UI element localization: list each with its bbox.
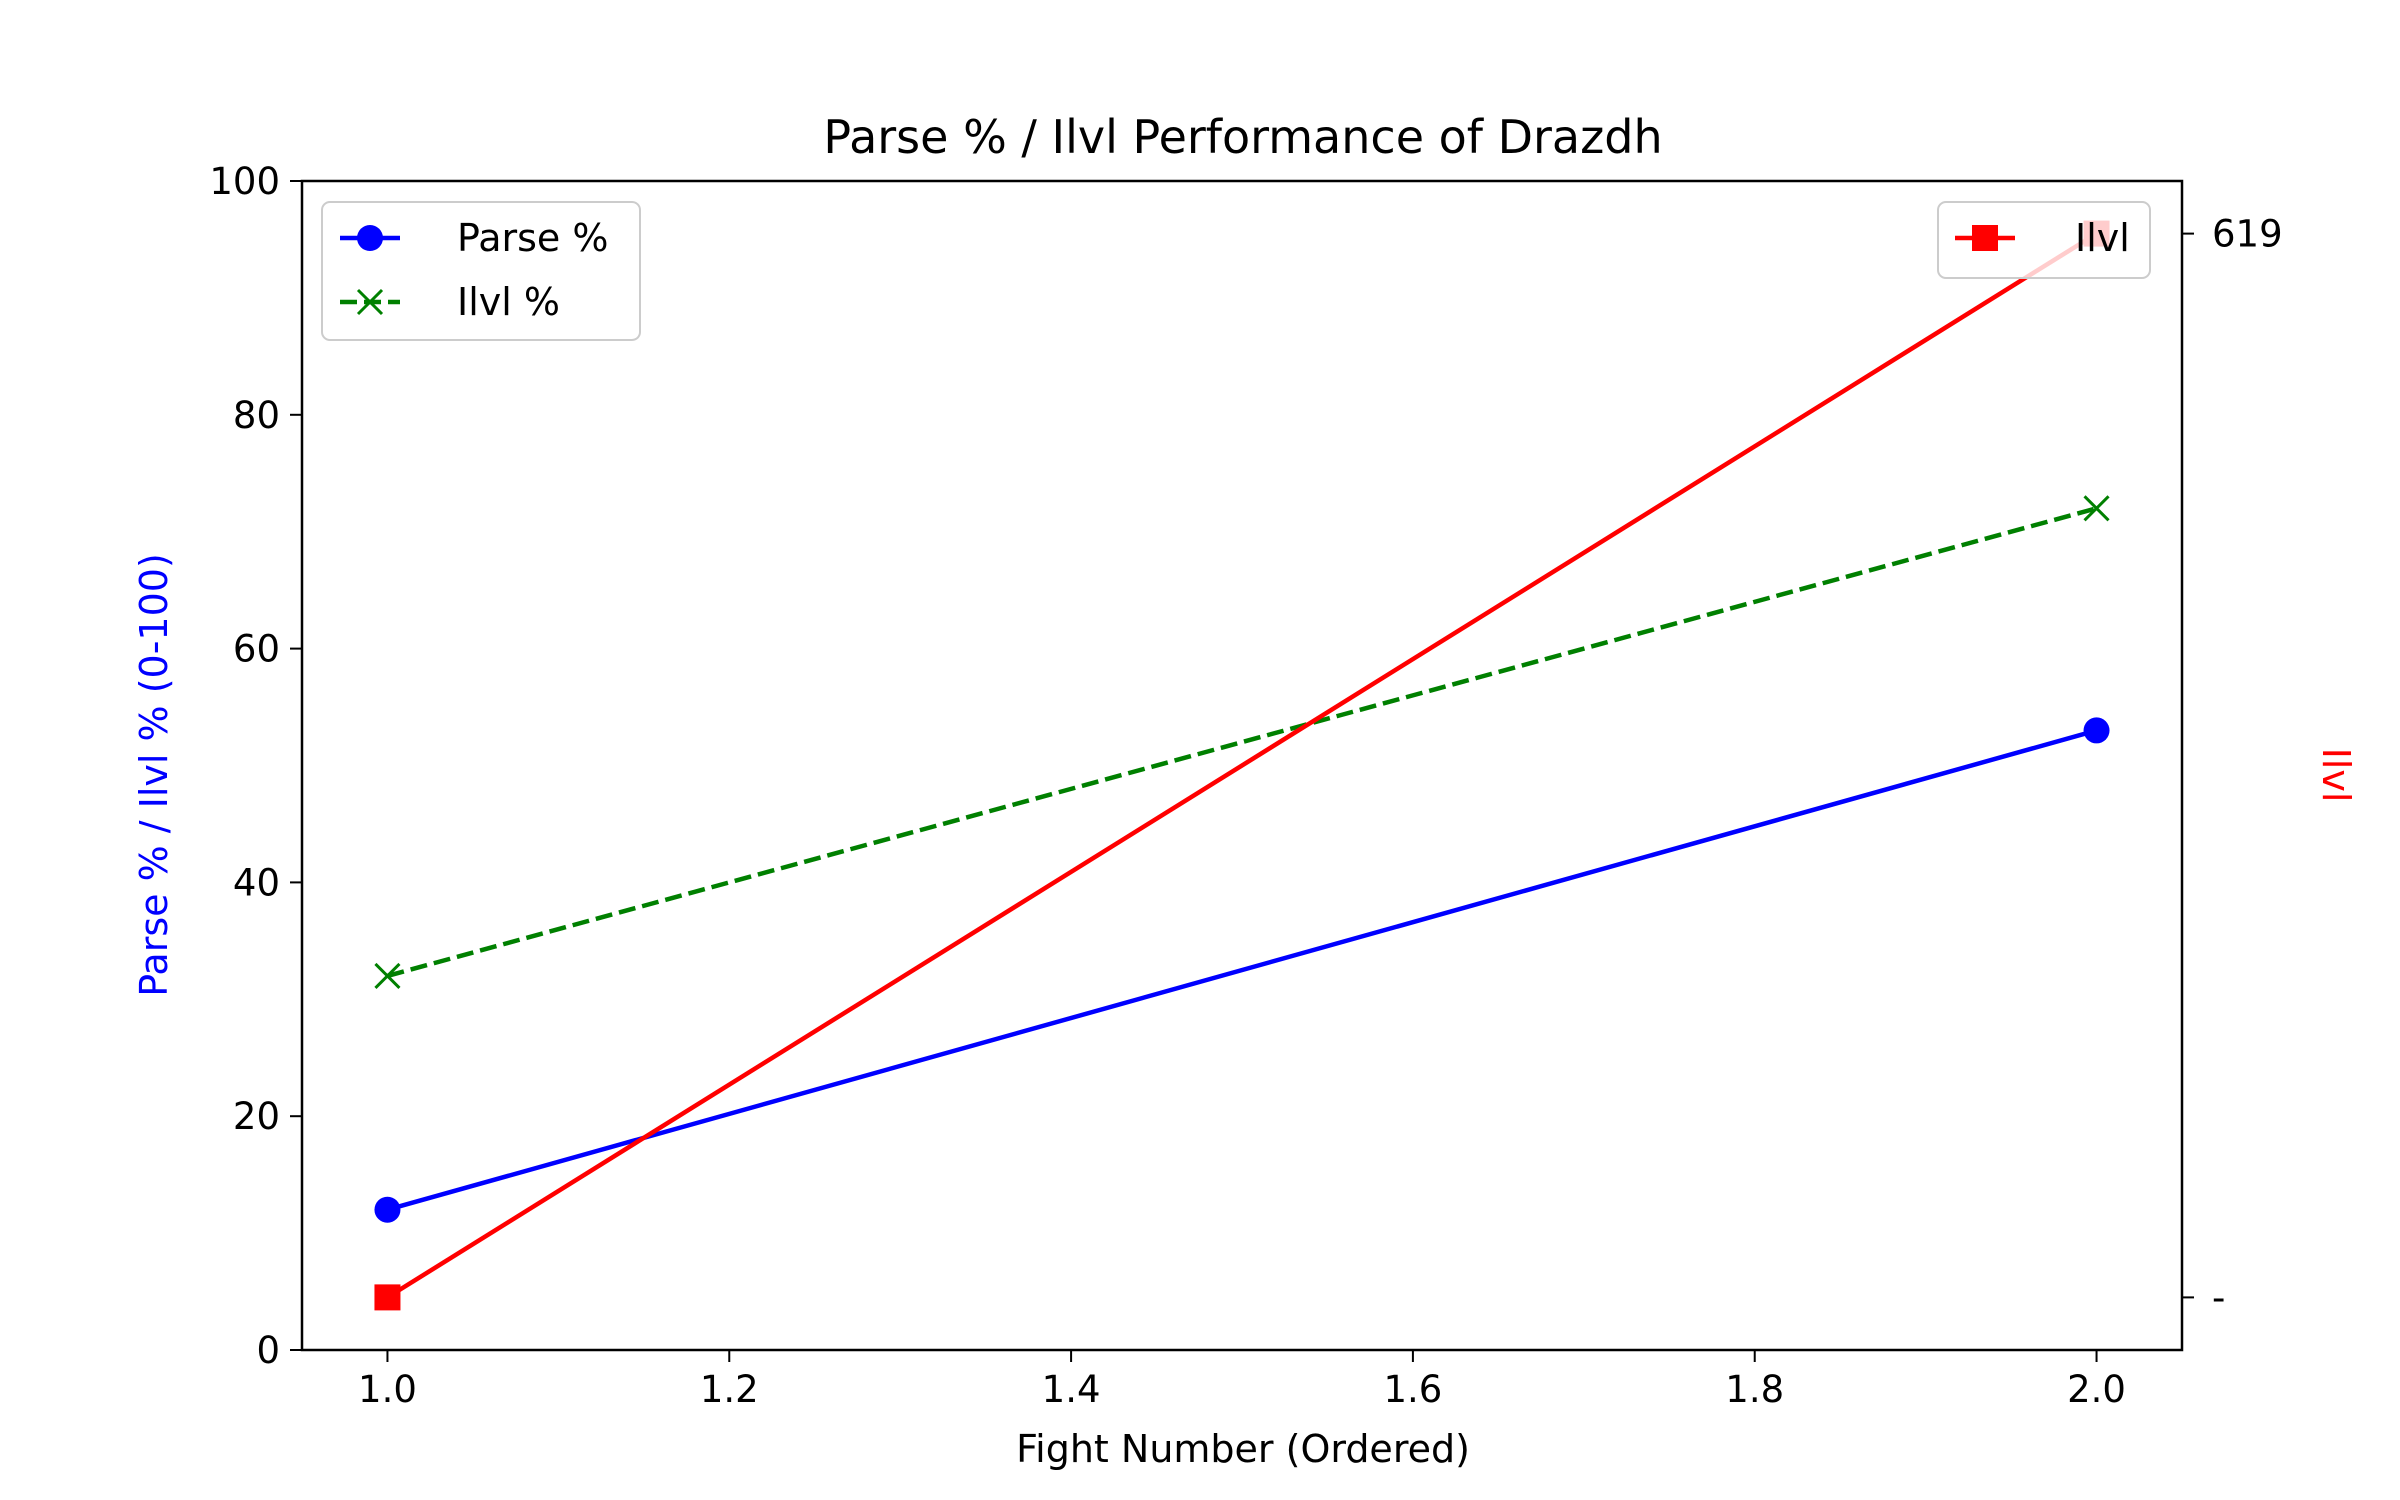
y-right-tick-label-1: 619	[2212, 213, 2283, 256]
legend-left-box	[321, 201, 641, 341]
x-tick-label-1.4: 1.4	[1042, 1368, 1101, 1411]
y-left-tick-label-20: 20	[233, 1095, 280, 1138]
y-left-tick-label-0: 0	[256, 1329, 280, 1372]
series-1-point-1	[2083, 495, 2110, 522]
y-axis-label-right: Ilvl	[2314, 748, 2358, 803]
y-right-tick-label-0: -	[2212, 1276, 2225, 1319]
x-tick-label-1.0: 1.0	[358, 1368, 417, 1411]
x-tick-label-1.6: 1.6	[1383, 1368, 1442, 1411]
legend-right-box	[1937, 201, 2151, 279]
legend-label-0: Parse %	[457, 216, 608, 260]
legend-marker-left-0	[357, 225, 383, 251]
series-line-0	[386, 728, 2098, 1212]
x-axis-label: Fight Number (Ordered)	[1016, 1427, 1470, 1471]
legend-label-1: Ilvl %	[457, 280, 560, 324]
plot-frame	[300, 179, 2184, 1352]
chart-title: Parse % / Ilvl Performance of Drazdh	[823, 110, 1662, 164]
series-line-2	[386, 231, 2098, 1300]
plot-area: 1.0 1.2 1.4 1.6 1.8 2.0 0 20 40 60 80 100 - 619 Parse …	[209, 160, 2282, 1411]
y-left-tick-label-60: 60	[233, 628, 280, 671]
x-tick-label-1.2: 1.2	[700, 1368, 759, 1411]
y-left-tick-label-40: 40	[233, 861, 280, 904]
x-tick-label-2.0: 2.0	[2067, 1368, 2126, 1411]
legend-marker-right-0	[1972, 225, 1998, 251]
y-axis-label-left: Parse % / Ilvl % (0-100)	[132, 553, 176, 997]
series-line-1	[386, 506, 2098, 979]
series-0-point-1	[2083, 717, 2110, 744]
legend-label-right-0: Ilvl	[2075, 216, 2130, 260]
legend-marker-left-1	[356, 288, 384, 316]
y-left-tick-label-100: 100	[209, 160, 280, 203]
series-2-point-0	[374, 1284, 401, 1311]
series-1-point-0	[374, 962, 401, 989]
x-tick-label-1.8: 1.8	[1725, 1368, 1784, 1411]
series-0-point-0	[374, 1196, 401, 1223]
y-left-tick-label-80: 80	[233, 394, 280, 437]
